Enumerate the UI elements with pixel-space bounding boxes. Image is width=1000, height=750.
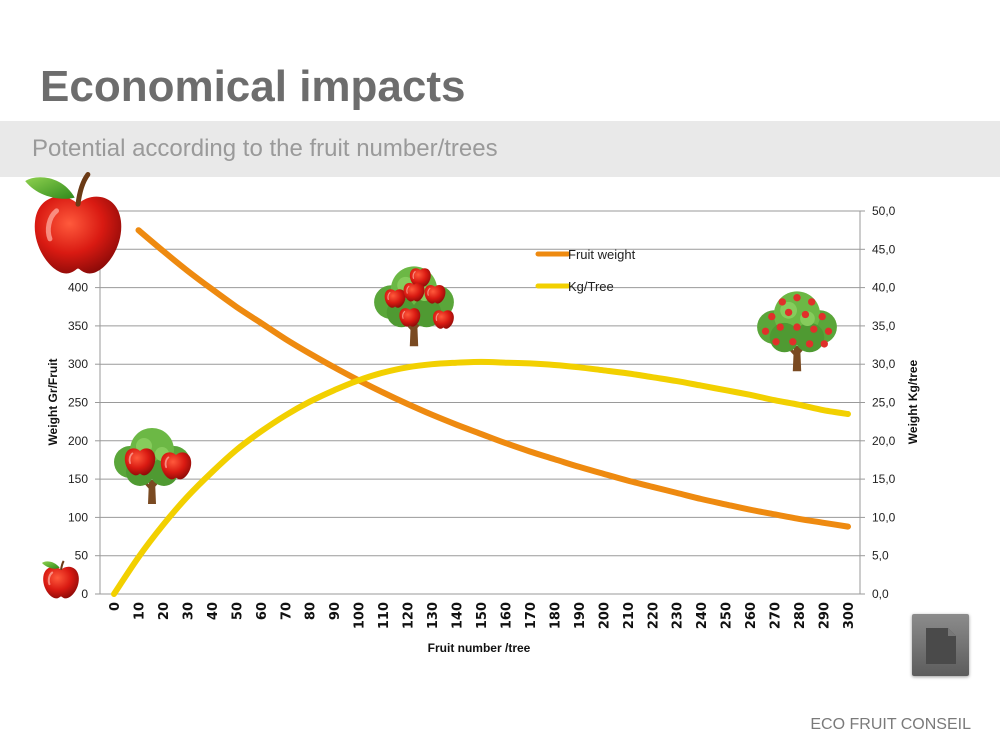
y-tick-left-350: 350 <box>68 319 88 333</box>
y-tick-left-250: 250 <box>68 396 88 410</box>
x-tick-40: 40 <box>206 602 221 620</box>
y-tick-right-1: 5,0 <box>872 549 889 563</box>
x-tick-300: 300 <box>842 602 857 629</box>
x-tick-60: 60 <box>255 602 270 620</box>
x-tick-30: 30 <box>181 602 196 620</box>
x-tick-160: 160 <box>499 602 514 629</box>
y-tick-left-50: 50 <box>75 549 89 563</box>
y-axis-right-ticks: 0,0 5,0 10,0 15,0 20,0 25,0 30,0 35,0 40,0 45,0 50… <box>860 204 896 601</box>
apple-tree-icon <box>755 289 839 373</box>
legend: Fruit weight Kg/Tree <box>535 247 636 294</box>
y-tick-right-0: 0,0 <box>872 587 889 601</box>
footer-brand: ECO FRUIT CONSEIL <box>810 716 971 733</box>
x-tick-290: 290 <box>818 602 833 629</box>
x-tick-260: 260 <box>744 602 759 629</box>
legend-label-fruit-weight: Fruit weight <box>568 247 636 262</box>
document-icon <box>926 628 956 664</box>
x-tick-90: 90 <box>328 602 343 620</box>
y-tick-left-300: 300 <box>68 357 88 371</box>
y-tick-right-3: 15,0 <box>872 472 896 486</box>
slide-subtitle: Potential according to the fruit number/… <box>32 135 498 162</box>
gridlines <box>100 210 860 595</box>
x-tick-10: 10 <box>132 602 147 620</box>
slide-title: Economical impacts <box>40 62 466 111</box>
y-tick-left-150: 150 <box>68 472 88 486</box>
x-tick-210: 210 <box>622 602 637 629</box>
x-tick-190: 190 <box>573 602 588 629</box>
y-tick-right-2: 10,0 <box>872 510 896 524</box>
x-tick-270: 270 <box>769 602 784 629</box>
y-tick-right-7: 35,0 <box>872 319 896 333</box>
legend-label-kg-tree: Kg/Tree <box>568 279 614 294</box>
x-tick-80: 80 <box>304 602 319 620</box>
x-tick-0: 0 <box>108 602 123 611</box>
x-tick-20: 20 <box>157 602 172 620</box>
x-tick-150: 150 <box>475 602 490 629</box>
x-tick-240: 240 <box>695 602 710 629</box>
x-tick-250: 250 <box>720 602 735 629</box>
y-axis-right-label: Weight Kg/tree <box>906 359 920 444</box>
y-axis-left-ticks: 0 50 100 150 200 250 300 350 400 <box>68 281 100 601</box>
x-axis-ticks: 0 10 20 30 40 50 60 70 80 90 100 110 120 130 140 150 160… <box>108 602 857 629</box>
series-line-fruit-weight <box>135 227 851 530</box>
x-tick-170: 170 <box>524 602 539 629</box>
x-tick-70: 70 <box>279 602 294 620</box>
y-tick-right-10: 50,0 <box>872 204 896 218</box>
apple-tree-icon <box>372 264 456 348</box>
x-tick-140: 140 <box>451 602 466 629</box>
document-button[interactable] <box>912 614 969 676</box>
apple-icon <box>41 560 80 600</box>
x-tick-200: 200 <box>597 602 612 629</box>
x-tick-280: 280 <box>793 602 808 629</box>
y-tick-left-200: 200 <box>68 434 88 448</box>
series-layer <box>111 227 851 597</box>
x-tick-180: 180 <box>548 602 563 629</box>
x-tick-230: 230 <box>671 602 686 629</box>
y-tick-right-8: 40,0 <box>872 281 896 295</box>
x-tick-220: 220 <box>646 602 661 629</box>
series-line-kg-tree <box>111 358 851 597</box>
y-axis-left-label: Weight Gr/Fruit <box>46 358 60 445</box>
y-tick-left-0: 0 <box>81 587 88 601</box>
x-tick-120: 120 <box>402 602 417 629</box>
y-tick-left-100: 100 <box>68 510 88 524</box>
y-tick-right-4: 20,0 <box>872 434 896 448</box>
apple-tree-icon <box>112 426 193 506</box>
x-axis-label: Fruit number /tree <box>428 641 531 655</box>
y-tick-right-5: 25,0 <box>872 396 896 410</box>
y-tick-left-400: 400 <box>68 281 88 295</box>
x-tick-100: 100 <box>353 602 368 629</box>
x-tick-130: 130 <box>426 602 441 629</box>
x-tick-110: 110 <box>377 602 392 629</box>
apple-icon <box>25 172 121 274</box>
subtitle-band: Potential according to the fruit number/… <box>0 121 1000 177</box>
y-tick-right-6: 30,0 <box>872 357 896 371</box>
x-tick-50: 50 <box>230 602 245 620</box>
y-tick-right-9: 45,0 <box>872 242 896 256</box>
